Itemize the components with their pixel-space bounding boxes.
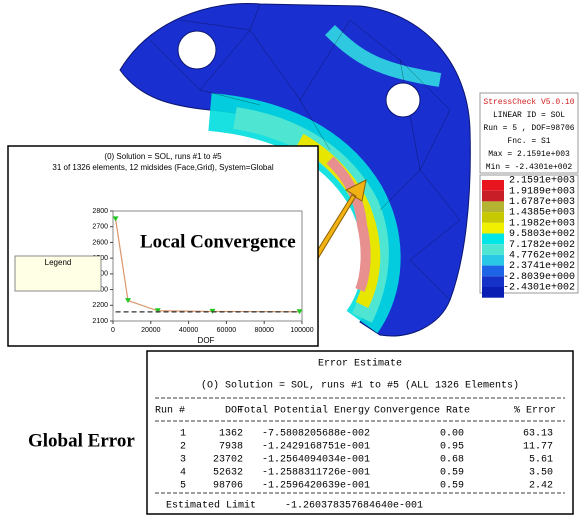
info-line: LINEAR ID = SOL: [493, 111, 565, 120]
table-header: % Error: [514, 406, 556, 417]
limit-label: Estimated Limit: [166, 500, 256, 512]
table-cell: 3: [180, 455, 186, 466]
y-tick-label: 2200: [92, 302, 108, 309]
scale-swatch: [482, 191, 504, 202]
x-tick-label: 0: [111, 327, 115, 334]
scale-label: 1.6787e+003: [509, 197, 575, 208]
scale-label: 1.9189e+003: [509, 186, 575, 197]
x-tick-label: 80000: [254, 327, 274, 334]
scale-swatch: [482, 234, 504, 245]
x-tick-label: 100000: [290, 327, 313, 334]
table-cell: 1: [180, 429, 186, 440]
table-cell: 7938: [219, 442, 243, 453]
info-line: Fnc. = S1: [507, 137, 550, 146]
table-cell: 2.42: [529, 481, 553, 492]
global-label: Global Error: [28, 430, 135, 451]
scale-swatch: [482, 244, 504, 255]
table-cell: 98706: [213, 481, 243, 492]
table-cell: -7.5808205688e-002: [262, 429, 370, 440]
chart-title: (0) Solution = SOL, runs #1 to #5: [104, 152, 222, 161]
hole: [178, 31, 216, 69]
table-cell: 0.00: [440, 429, 464, 440]
scale-label: 4.7762e+002: [509, 251, 575, 262]
page: {"labels": {"local": "Local Convergence"…: [0, 0, 584, 515]
table-cell: 2: [180, 442, 186, 453]
y-tick-label: 2700: [92, 224, 108, 231]
scale-label: 7.1782e+002: [509, 240, 575, 251]
scale-label: 9.5803e+002: [509, 229, 575, 240]
scale-label: -2.8039e+000: [503, 272, 575, 283]
info-line: Run = 5 , DOF=98706: [483, 124, 574, 133]
table-header: Run #: [155, 406, 185, 417]
plot-area: [113, 211, 302, 321]
y-tick-label: 2600: [92, 239, 108, 246]
table-cell: 1362: [219, 429, 243, 440]
scale-label: 2.3741e+002: [509, 261, 575, 272]
table-cell: -1.2429168751e-001: [262, 442, 370, 453]
chart-subtitle: 31 of 1326 elements, 12 midsides (Face,G…: [52, 163, 273, 172]
table-title: Error Estimate: [318, 358, 402, 370]
table-cell: 0.95: [440, 442, 464, 453]
x-axis-label: DOF: [198, 336, 215, 345]
scale-label: 1.1982e+003: [509, 218, 575, 229]
scale-swatch: [482, 255, 504, 266]
info-line: StressCheck V5.0.10: [483, 98, 574, 107]
table-cell: 11.77: [523, 442, 553, 453]
scale-label: 2.1591e+003: [509, 176, 575, 187]
info-line: Min = -2.4301e+002: [486, 163, 573, 172]
scale-swatch: [482, 266, 504, 277]
table-cell: -1.2564094034e-001: [262, 455, 370, 466]
screen: StressCheck V5.0.10 LINEAR ID = SOL Run = …: [0, 0, 584, 515]
scale-swatch: [482, 180, 504, 191]
x-tick-label: 20000: [141, 327, 161, 334]
local-label: Local Convergence: [140, 231, 296, 252]
table-cell: 5: [180, 481, 186, 492]
table-header: Total Potential Energy: [238, 405, 370, 417]
scale-label: 1.4385e+003: [509, 208, 575, 219]
table-cell: 0.68: [440, 455, 464, 466]
contour-scale: 2.1591e+0031.9189e+0031.6787e+0031.4385e…: [482, 176, 575, 298]
table-cell: -1.2596420639e-001: [262, 481, 370, 492]
limit-value: -1.260378357684640e-001: [285, 501, 423, 512]
scale-swatch: [482, 223, 504, 234]
scale-swatch: [482, 201, 504, 212]
info-line: Max = 2.1591e+003: [488, 150, 570, 159]
x-tick-label: 40000: [179, 327, 199, 334]
scale-swatch: [482, 212, 504, 223]
hole: [386, 83, 420, 117]
scale-swatch: [482, 276, 504, 287]
table-cell: 0.59: [440, 481, 464, 492]
table-cell: 3.50: [529, 468, 553, 479]
scale-label: -2.4301e+002: [503, 283, 575, 294]
table-cell: 0.59: [440, 468, 464, 479]
y-tick-label: 2100: [92, 318, 108, 325]
scale-swatch: [482, 287, 504, 298]
y-tick-label: 2800: [92, 208, 108, 215]
table-header: Convergence Rate: [374, 406, 470, 417]
x-tick-label: 60000: [217, 327, 237, 334]
table-cell: 63.13: [523, 429, 553, 440]
legend-title: Legend: [45, 258, 72, 267]
table-cell: 52632: [213, 468, 243, 479]
table-cell: 23702: [213, 455, 243, 466]
table-cell: 4: [180, 468, 186, 479]
table-cell: -1.2588311726e-001: [262, 468, 370, 479]
table-subtitle: (O) Solution = SOL, runs #1 to #5 (ALL 1…: [201, 380, 519, 392]
table-cell: 5.61: [529, 455, 553, 466]
